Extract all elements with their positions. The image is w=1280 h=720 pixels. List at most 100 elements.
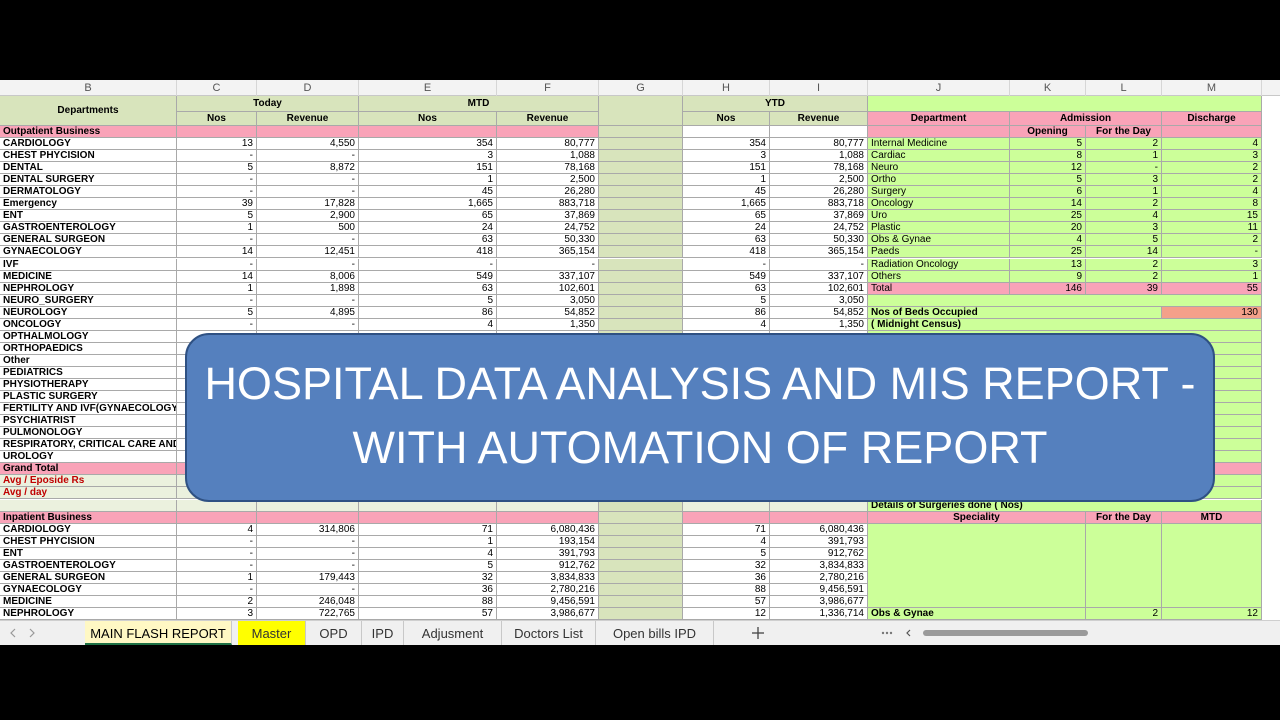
value-cell: 63 — [683, 234, 770, 247]
prev-arrow[interactable] — [10, 628, 16, 638]
value-cell: 50,330 — [770, 234, 868, 247]
cell — [599, 270, 683, 283]
value-cell: 9,456,591 — [497, 595, 599, 608]
column-letter: I — [770, 80, 868, 96]
dept-name: GYNAECOLOGY — [0, 246, 177, 259]
avg-label: Avg / Eposide Rs — [0, 475, 177, 488]
value-cell: 12 — [683, 607, 770, 620]
value-cell: 549 — [683, 270, 770, 283]
value-cell: 8,872 — [257, 162, 359, 175]
dept-name: Other — [0, 354, 177, 367]
tab-nav[interactable] — [0, 621, 60, 645]
value-cell: - — [257, 547, 359, 560]
sheet-tab[interactable]: Open bills IPD — [596, 621, 714, 645]
dept-name: PLASTIC SURGERY — [0, 391, 177, 404]
h-scrollbar[interactable] — [880, 621, 1255, 645]
scroll-thumb[interactable] — [923, 630, 1088, 636]
sheet-tab[interactable]: Master — [238, 621, 306, 645]
dept-name: GYNAECOLOGY — [0, 583, 177, 596]
value-cell: 24,752 — [770, 222, 868, 235]
cell — [599, 583, 683, 596]
cell — [599, 306, 683, 319]
sheet-tab[interactable]: MAIN FLASH REPORT — [85, 621, 232, 645]
cell — [868, 294, 1262, 307]
value-cell: 12 — [1010, 162, 1086, 175]
value-cell: 12 — [1162, 607, 1262, 620]
dept-name: DENTAL — [0, 162, 177, 175]
value-cell: - — [1086, 162, 1162, 175]
dept-name: DERMATOLOGY — [0, 186, 177, 199]
value-cell: 37,869 — [497, 210, 599, 223]
value-cell: 39 — [177, 198, 257, 211]
header-cell: Revenue — [497, 112, 599, 126]
column-letter: B — [0, 80, 177, 96]
value-cell: 1,665 — [683, 198, 770, 211]
value-cell: - — [177, 174, 257, 187]
sheet-tab[interactable]: Adjusment — [404, 621, 502, 645]
cell — [868, 96, 1262, 112]
value-cell: 3 — [1086, 222, 1162, 235]
next-arrow[interactable] — [29, 628, 35, 638]
value-cell: 5 — [359, 294, 497, 307]
value-cell: 2 — [1086, 138, 1162, 151]
value-cell: 3 — [1086, 174, 1162, 187]
sheet-tab[interactable]: IPD — [362, 621, 404, 645]
value-cell: 151 — [683, 162, 770, 175]
value-cell: 4 — [359, 318, 497, 331]
value-cell: - — [497, 258, 599, 271]
value-cell: 2 — [1162, 234, 1262, 247]
column-letter: L — [1086, 80, 1162, 96]
cell — [599, 186, 683, 199]
cell — [1162, 523, 1262, 608]
value-cell: 24,752 — [497, 222, 599, 235]
value-cell: 4,895 — [257, 306, 359, 319]
value-cell: 2 — [1162, 162, 1262, 175]
value-cell: 912,762 — [497, 559, 599, 572]
value-cell: 365,154 — [770, 246, 868, 259]
value-cell: 78,168 — [497, 162, 599, 175]
dept-name: GASTROENTEROLOGY — [0, 559, 177, 572]
value-cell: 5 — [1086, 234, 1162, 247]
total-label: Total — [868, 282, 1010, 295]
header-cell: MTD — [359, 96, 599, 112]
value-cell: - — [177, 294, 257, 307]
column-letter: D — [257, 80, 359, 96]
section-title: Inpatient Business — [0, 511, 177, 524]
value-cell: 37,869 — [770, 210, 868, 223]
dept-name: NEPHROLOGY — [0, 607, 177, 620]
value-cell: 314,806 — [257, 523, 359, 536]
value-cell: 1,665 — [359, 198, 497, 211]
value-cell: 63 — [683, 282, 770, 295]
value-cell: 549 — [359, 270, 497, 283]
sheet-tab[interactable]: OPD — [306, 621, 362, 645]
dept-name: NEUROLOGY — [0, 306, 177, 319]
value-cell: 65 — [683, 210, 770, 223]
value-cell: 3 — [1162, 150, 1262, 163]
sheet-tab[interactable]: Doctors List — [502, 621, 596, 645]
cell — [177, 499, 257, 512]
cell — [257, 126, 359, 138]
column-letter: H — [683, 80, 770, 96]
header-cell: Departments — [0, 96, 177, 126]
value-cell: 1,088 — [497, 150, 599, 163]
dept-name: FERTILITY AND IVF(GYNAECOLOGY) — [0, 403, 177, 416]
value-cell: - — [177, 535, 257, 548]
beds-value: 130 — [1162, 306, 1262, 319]
value-cell: 883,718 — [770, 198, 868, 211]
value-cell: 3 — [359, 150, 497, 163]
value-cell: 2 — [1086, 607, 1162, 620]
cell — [770, 126, 868, 138]
cell — [599, 126, 683, 138]
dept-name: DENTAL SURGERY — [0, 174, 177, 187]
value-cell: 20 — [1010, 222, 1086, 235]
value-cell: - — [177, 547, 257, 560]
value-cell: 3 — [177, 607, 257, 620]
ward-name: Ortho — [868, 174, 1010, 187]
dept-name: PSYCHIATRIST — [0, 415, 177, 428]
add-sheet[interactable] — [748, 621, 768, 645]
value-cell: 391,793 — [770, 535, 868, 548]
cell — [868, 126, 1010, 138]
cell — [599, 234, 683, 247]
cell — [599, 246, 683, 259]
